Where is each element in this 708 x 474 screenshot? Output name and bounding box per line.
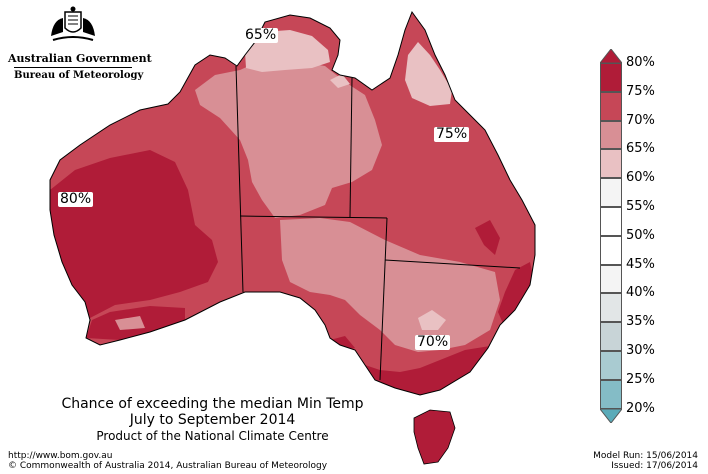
region-70-central — [195, 60, 382, 218]
legend-tick-label: 55% — [626, 199, 655, 214]
legend-tick-label: 35% — [626, 314, 655, 330]
government-name: Australian Government — [8, 52, 152, 65]
region-65-victoria — [418, 310, 446, 330]
model-run-date: Model Run: 15/06/2014 — [593, 451, 698, 461]
legend-swatch — [600, 379, 622, 409]
legend-swatch — [600, 351, 622, 380]
legend-tick-label: 80% — [626, 55, 655, 70]
copyright-notice: © Commonwealth of Australia 2014, Austra… — [8, 461, 328, 471]
map-label-65: 65% — [243, 27, 279, 43]
legend-swatch — [600, 91, 622, 121]
probability-legend: 80% 75% 70% 65% 60% 55% 50% 45% 40% 35% 30% 25% 20% — [600, 49, 655, 423]
legend-tick-label: 65% — [626, 141, 655, 157]
map-producer: Product of the National Climate Centre — [96, 429, 329, 443]
legend-swatch — [600, 322, 622, 351]
legend-swatch — [600, 149, 622, 179]
region-80-qld — [475, 220, 500, 255]
region-80-nsw-coast — [498, 262, 535, 328]
legend-tick-label: 50% — [626, 227, 655, 243]
legend-swatch — [600, 293, 622, 323]
region-65-north-small — [330, 74, 350, 88]
tasmania — [414, 410, 455, 464]
legend-swatch — [600, 63, 622, 92]
legend-swatch — [600, 264, 622, 294]
legend-tick-label: 45% — [626, 256, 655, 272]
region-80-vic-coast — [365, 346, 490, 395]
legend-swatch — [600, 120, 622, 150]
state-borders — [235, 65, 521, 381]
region-65-cape — [405, 42, 452, 106]
legend-swatch — [600, 207, 622, 236]
legend-arrow-down — [600, 408, 622, 423]
coat-of-arms-icon — [51, 6, 95, 41]
legend-tick-label: 70% — [626, 112, 655, 128]
map-period: July to September 2014 — [129, 412, 296, 428]
legend-tick-label: 30% — [626, 343, 655, 358]
legend-tick-label: 75% — [626, 83, 655, 99]
map-label-70: 70% — [415, 334, 451, 350]
legend-tick-label: 40% — [626, 285, 655, 301]
region-70-southeast — [280, 218, 500, 352]
map-label-75: 75% — [434, 126, 470, 142]
region-70-wa-small — [115, 316, 145, 330]
legend-arrow-up — [600, 49, 622, 63]
bom-url: http://www.bom.gov.au — [8, 451, 113, 461]
map-title: Chance of exceeding the median Min Temp — [61, 396, 364, 412]
legend-tick-label: 25% — [626, 371, 655, 387]
legend-swatch — [600, 178, 622, 207]
bureau-name: Bureau of Meteorology — [14, 67, 143, 81]
legend-tick-label: 20% — [626, 400, 655, 416]
legend-swatch — [600, 235, 622, 265]
issued-date: Issued: 17/06/2014 — [611, 461, 698, 471]
legend-tick-label: 60% — [626, 170, 655, 186]
map-label-80: 80% — [58, 191, 94, 207]
bom-logo: Australian Government Bureau of Meteorol… — [8, 6, 152, 81]
